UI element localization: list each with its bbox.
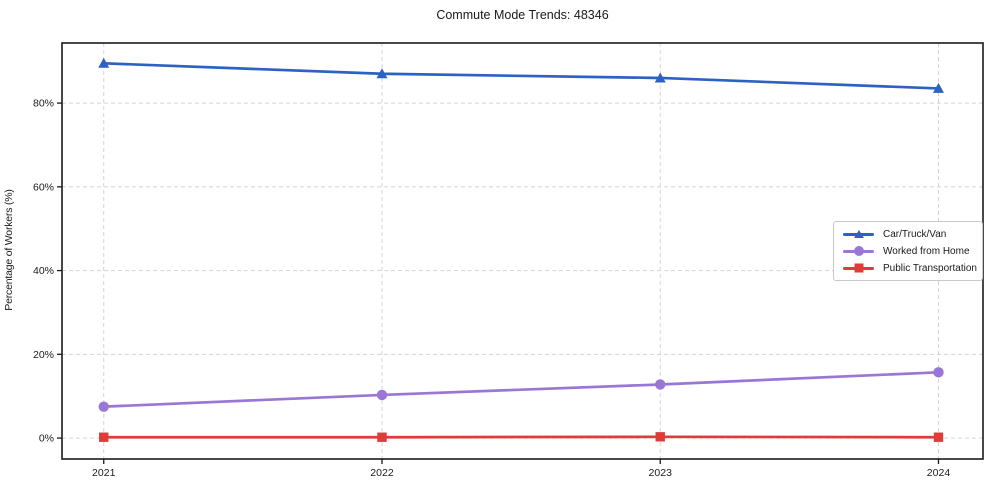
x-tick-label: 2023 [649,467,673,479]
series-line [102,61,940,90]
circle-marker-icon [853,246,864,256]
y-tick-label: 60% [33,181,54,193]
circle-marker-icon [655,379,666,390]
triangle-marker-icon [932,82,944,93]
y-tick-label: 40% [33,265,54,277]
circle-marker-icon [933,367,944,378]
series-line [102,370,940,409]
square-marker-icon [655,432,665,442]
legend-item-worked-from-home: Worked from Home [843,244,974,258]
chart-title: Commute Mode Trends: 48346 [436,8,609,22]
legend-label: Car/Truck/Van [883,228,947,240]
y-tick-label: 0% [39,433,54,445]
x-tick-label: 2021 [92,467,116,479]
legend-sample [843,261,874,275]
legend-label: Worked from Home [883,245,970,257]
legend-item-car-truck-van: Car/Truck/Van [843,227,974,241]
y-tick-label: 20% [33,349,54,361]
legend-sample [843,227,874,241]
triangle-marker-icon [376,68,388,79]
circle-marker-icon [98,401,109,412]
x-tick-label: 2024 [927,467,951,479]
square-marker-icon [377,432,387,442]
legend: Car/Truck/Van Worked from Home Public Tr… [833,221,983,281]
square-marker-icon [854,263,863,273]
x-tick-label: 2022 [370,467,394,479]
triangle-marker-icon [654,72,666,83]
legend-sample [843,244,874,258]
square-marker-icon [933,432,944,442]
circle-marker-icon [376,389,388,401]
y-tick-label: 80% [33,98,54,110]
square-marker-icon [99,432,109,442]
triangle-marker-icon [98,57,110,68]
plot-border [61,42,984,460]
triangle-marker-icon [853,230,864,238]
legend-item-public-transportation: Public Transportation [843,261,977,275]
legend-label: Public Transportation [883,262,977,274]
